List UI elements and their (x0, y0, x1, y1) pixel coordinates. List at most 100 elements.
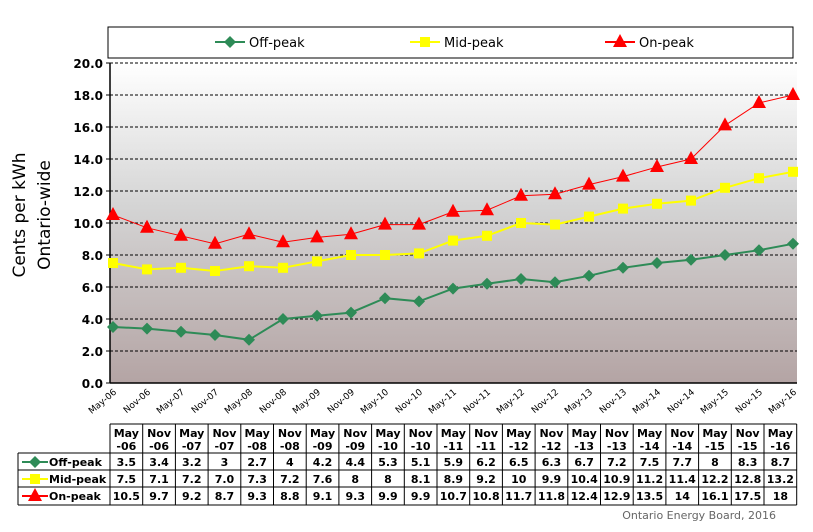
table-header: -14 (640, 440, 660, 453)
data-point (311, 309, 323, 322)
table-header: -14 (672, 440, 692, 453)
table-header: May (572, 427, 597, 440)
table-cell: 11.8 (538, 490, 565, 503)
table-cell: 8.9 (444, 473, 464, 486)
table-header: -15 (738, 440, 758, 453)
table-header: May (441, 427, 466, 440)
y-tick-label: 8.0 (82, 249, 103, 263)
data-point (380, 250, 390, 260)
table-header: Nov (539, 427, 564, 440)
table-cell: 9.7 (149, 490, 169, 503)
data-point (550, 219, 560, 230)
table-header: Nov (212, 427, 237, 440)
table-cell: 10 (511, 473, 527, 486)
data-point (346, 250, 356, 260)
data-point (754, 173, 764, 184)
table-cell: 4.2 (313, 456, 333, 469)
data-point (174, 227, 188, 241)
data-point (277, 313, 289, 325)
data-point (481, 277, 493, 290)
legend-label: Mid-peak (444, 36, 504, 51)
table-header: -09 (313, 440, 333, 453)
table-cell: 11.2 (636, 473, 663, 486)
table-cell: 6.3 (542, 456, 562, 469)
x-tick-label: May-11 (427, 388, 459, 417)
table-header: Nov (736, 427, 761, 440)
x-tick-label: Nov-06 (122, 387, 153, 415)
x-tick-label: May-14 (631, 387, 663, 416)
data-point (617, 261, 629, 274)
table-header: -12 (509, 440, 529, 453)
table-cell: 8 (384, 473, 392, 486)
table-cell: 11.4 (669, 473, 696, 486)
series-off-peak (107, 237, 799, 346)
table-header: May (702, 427, 727, 440)
table-cell: 10.8 (472, 490, 499, 503)
table-cell: 14 (675, 490, 691, 503)
table-header: Nov (670, 427, 695, 440)
table-header: -08 (280, 440, 300, 453)
x-tick-label: May-08 (223, 387, 255, 416)
table-cell: 9.3 (346, 490, 366, 503)
table-cell: 10.9 (603, 473, 630, 486)
data-point (243, 333, 255, 346)
legend-label: Off-peak (249, 36, 305, 51)
data-point (379, 292, 391, 305)
data-point (310, 229, 324, 243)
data-point (378, 216, 392, 230)
data-point (686, 195, 696, 206)
table-cell: 9.9 (542, 473, 562, 486)
table-cell: 7.5 (640, 456, 660, 469)
table-cell: 18 (773, 490, 788, 503)
table-header: May (114, 427, 139, 440)
x-tick-label: Nov-10 (394, 387, 425, 415)
table-header: May (637, 427, 662, 440)
x-tick-label: Nov-11 (462, 388, 493, 416)
table-cell: 8.7 (215, 490, 235, 503)
table-cell: 10.4 (571, 473, 598, 486)
table-header: May (245, 427, 270, 440)
data-point (718, 117, 732, 131)
table-cell: 3.2 (182, 456, 202, 469)
table-header: May (179, 427, 204, 440)
table-cell: 7.2 (182, 473, 202, 486)
data-point (719, 249, 731, 261)
x-tick-label: Nov-12 (530, 388, 561, 416)
data-point (482, 230, 492, 241)
table-cell: 3.5 (117, 456, 137, 469)
table-cell: 7.1 (149, 473, 169, 486)
table-header: -11 (443, 440, 463, 453)
y-tick-label: 0.0 (82, 377, 103, 391)
table-cell: 9.2 (182, 490, 202, 503)
y-tick-label: 16.0 (73, 121, 103, 135)
table-cell: 8 (351, 473, 359, 486)
data-point (210, 266, 220, 276)
table-cell: 12.2 (701, 473, 728, 486)
table-header: May (768, 427, 793, 440)
x-tick-label: May-15 (699, 388, 731, 417)
table-cell: 10.7 (440, 490, 467, 503)
table-cell: 8.1 (411, 473, 431, 486)
data-point (480, 202, 494, 216)
table-header: -09 (345, 440, 365, 453)
x-tick-label: May-09 (291, 387, 323, 416)
data-point (344, 226, 358, 240)
table-legend-marker (28, 488, 42, 501)
table-cell: 12.4 (571, 490, 598, 503)
y-tick-label: 14.0 (73, 153, 103, 167)
table-cell: 3.4 (149, 456, 169, 469)
data-point (514, 187, 528, 201)
table-cell: 9.2 (476, 473, 496, 486)
table-cell: 13.2 (767, 473, 794, 486)
data-point (787, 237, 799, 250)
table-header: -10 (378, 440, 398, 453)
table-cell: 9.9 (411, 490, 431, 503)
legend-item-on-peak: On-peak (605, 34, 694, 51)
table-cell: 7.3 (247, 473, 267, 486)
data-point (516, 218, 526, 228)
table-header: -16 (770, 440, 790, 453)
table-header: -12 (542, 440, 562, 453)
x-tick-label: Nov-13 (598, 388, 629, 416)
table-cell: 4 (286, 456, 294, 469)
data-point (448, 235, 458, 246)
